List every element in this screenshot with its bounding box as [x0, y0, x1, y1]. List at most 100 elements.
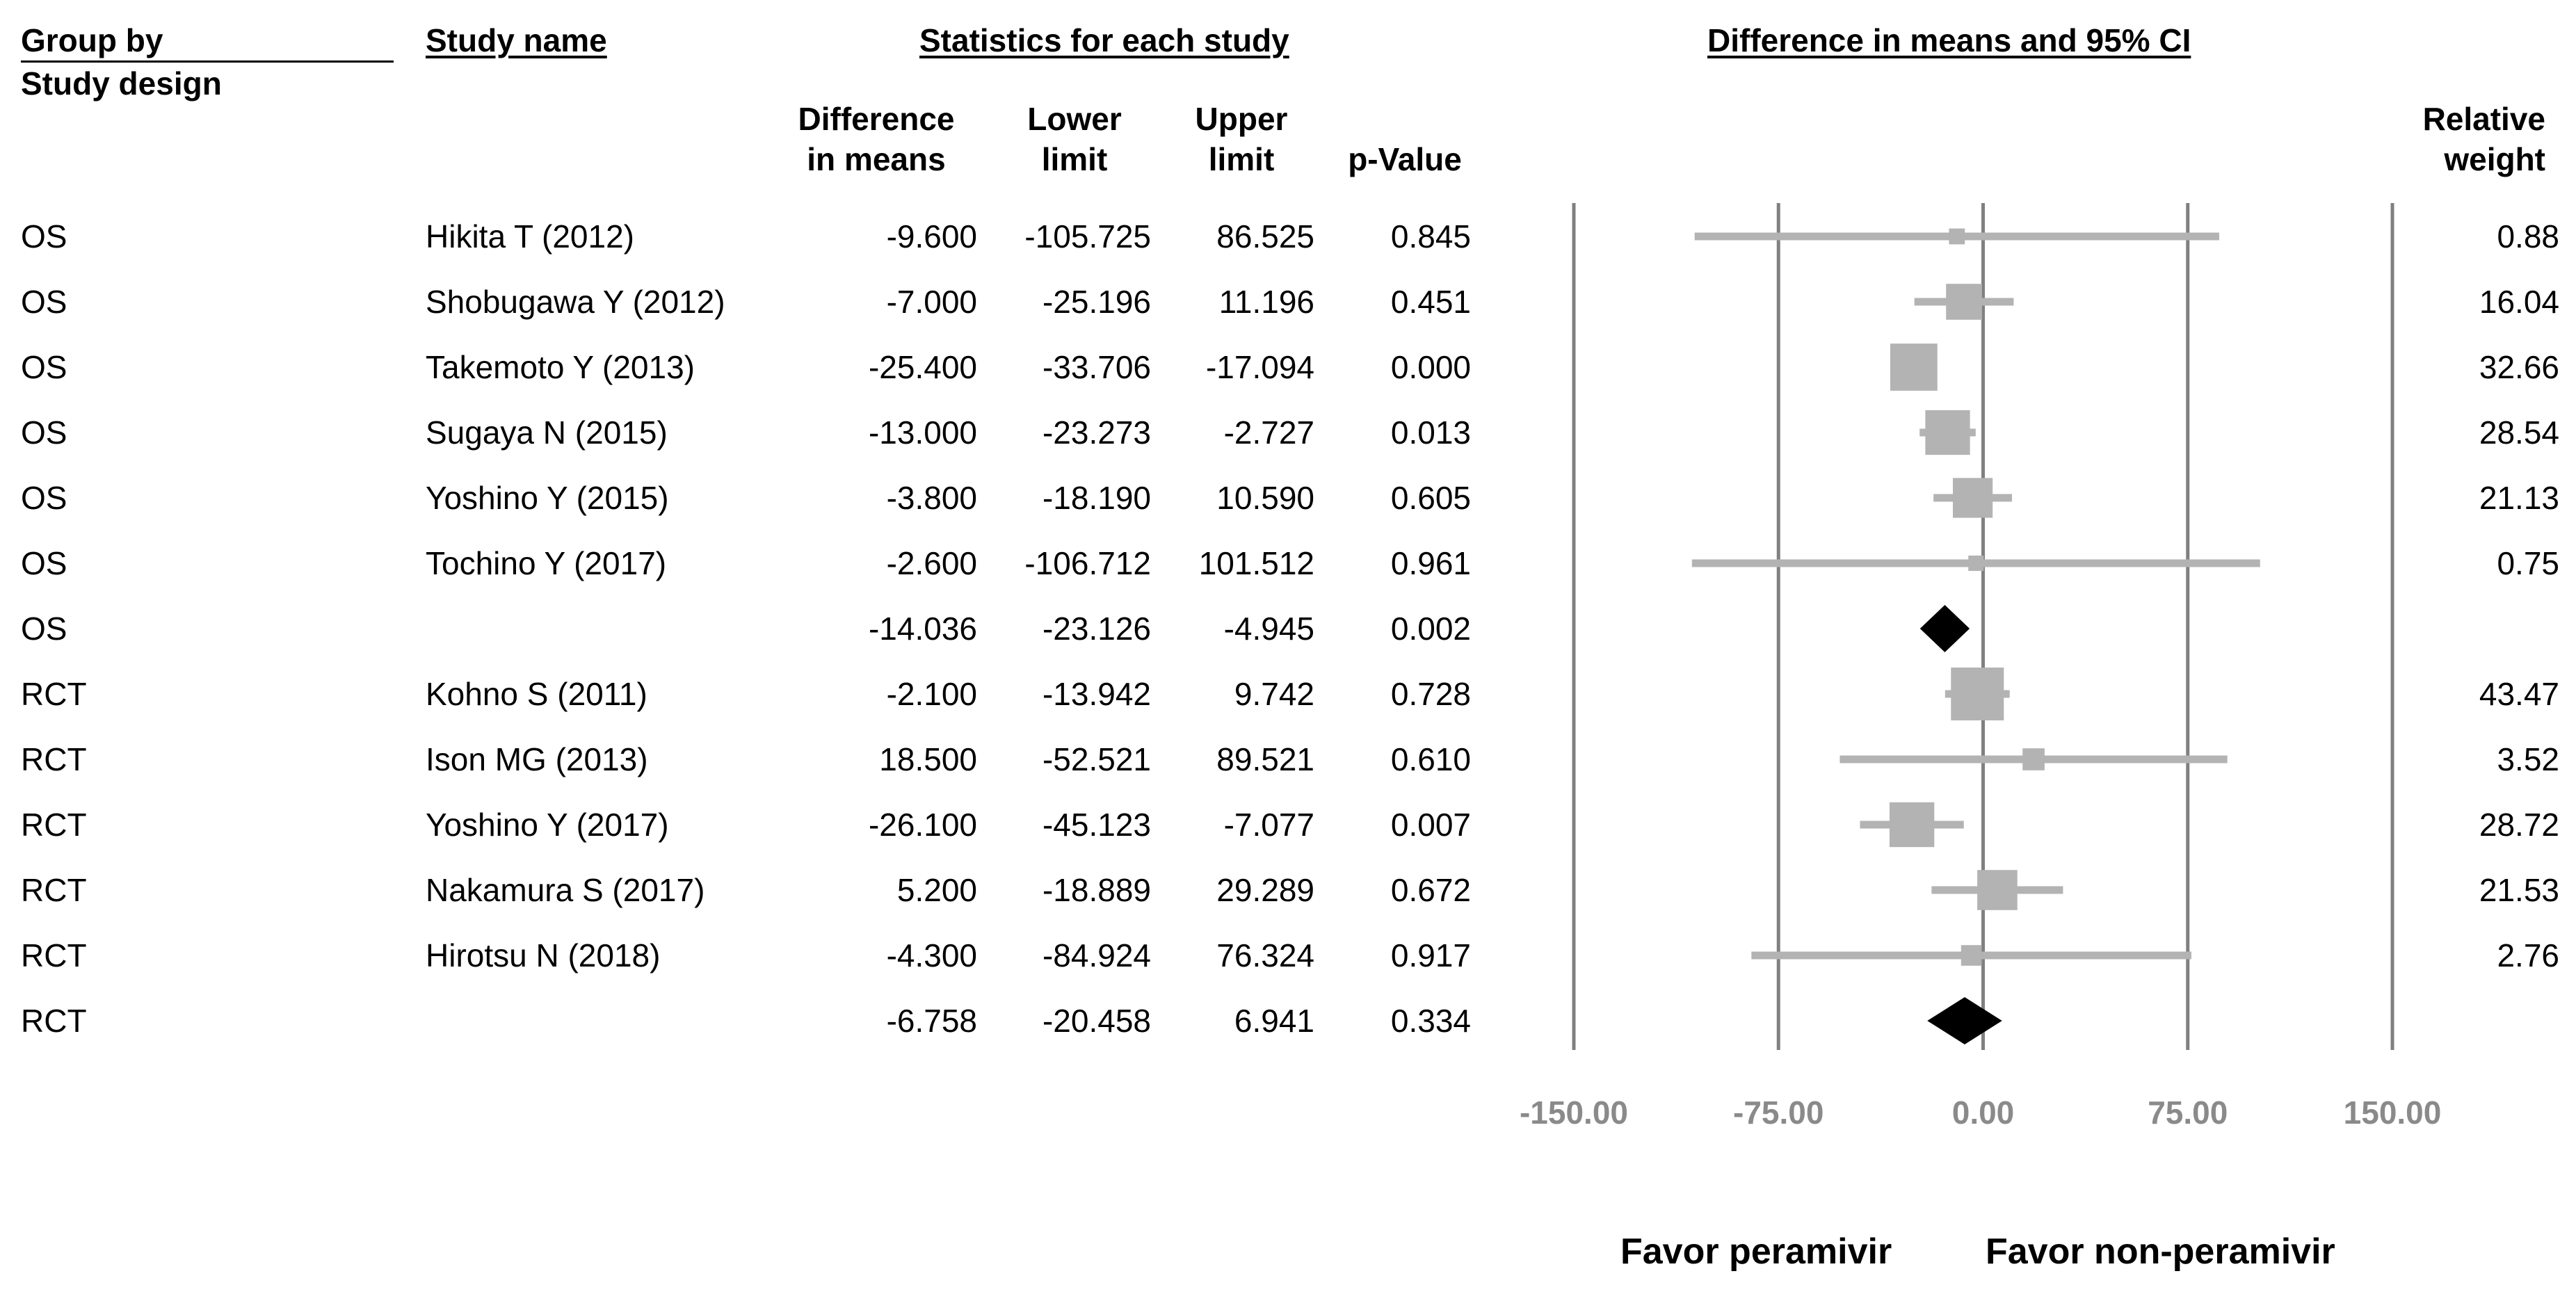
row-diff: -2.100 — [886, 676, 977, 712]
row-diff: -4.300 — [886, 937, 977, 973]
col-header-lower-1: Lower — [1027, 101, 1122, 137]
row-weight: 3.52 — [2497, 741, 2559, 777]
col-header-lower-2: limit — [1041, 141, 1108, 177]
row-group: OS — [21, 414, 67, 451]
row-p-value: 0.451 — [1390, 284, 1471, 320]
row-weight: 16.04 — [2479, 284, 2559, 320]
row-lower: -84.924 — [1042, 937, 1151, 973]
row-study-name: Hikita T (2012) — [426, 218, 634, 254]
favor-left-label: Favor peramivir — [1620, 1231, 1892, 1272]
row-group: OS — [21, 545, 67, 581]
row-study-name: Nakamura S (2017) — [426, 872, 705, 908]
row-diff: -3.800 — [886, 480, 977, 516]
row-weight: 0.88 — [2497, 218, 2559, 254]
effect-square — [1946, 284, 1982, 320]
row-study-name: Yoshino Y (2015) — [426, 480, 669, 516]
row-upper: 6.941 — [1234, 1003, 1314, 1039]
row-upper: 11.196 — [1218, 284, 1314, 320]
row-lower: -23.126 — [1042, 611, 1151, 647]
col-header-upper-2: limit — [1208, 141, 1275, 177]
row-p-value: 0.007 — [1390, 807, 1471, 843]
effect-square — [1925, 410, 1970, 455]
row-group: OS — [21, 218, 67, 254]
row-weight: 21.13 — [2479, 480, 2559, 516]
row-study-name: Yoshino Y (2017) — [426, 807, 669, 843]
row-study-name: Ison MG (2013) — [426, 741, 648, 777]
row-weight: 32.66 — [2479, 349, 2559, 385]
row-group: RCT — [21, 741, 87, 777]
row-weight: 2.76 — [2497, 937, 2559, 973]
row-diff: -13.000 — [868, 414, 977, 451]
row-lower: -20.458 — [1042, 1003, 1151, 1039]
row-diff: 18.500 — [879, 741, 977, 777]
row-diff: -26.100 — [868, 807, 977, 843]
row-upper: 29.289 — [1216, 872, 1314, 908]
row-weight: 0.75 — [2497, 545, 2559, 581]
row-diff: -25.400 — [868, 349, 977, 385]
favor-right-label: Favor non-peramivir — [1986, 1231, 2335, 1272]
row-diff: 5.200 — [896, 872, 977, 908]
effect-square — [1949, 228, 1965, 245]
row-lower: -45.123 — [1042, 807, 1151, 843]
effect-square — [1977, 870, 2018, 910]
row-p-value: 0.000 — [1390, 349, 1471, 385]
row-weight: 28.72 — [2479, 807, 2559, 843]
row-lower: -52.521 — [1042, 741, 1151, 777]
header-group-rule — [21, 60, 394, 63]
row-group: OS — [21, 284, 67, 320]
row-study-name: Shobugawa Y (2012) — [426, 284, 725, 320]
row-upper: 101.512 — [1198, 545, 1314, 581]
effect-square — [2022, 748, 2045, 770]
row-diff: -2.600 — [886, 545, 977, 581]
row-group: RCT — [21, 872, 87, 908]
row-weight: 28.54 — [2479, 414, 2559, 451]
row-study-name: Sugaya N (2015) — [426, 414, 668, 451]
header-plot-title: Difference in means and 95% CI — [1707, 22, 2191, 58]
effect-square — [1890, 344, 1938, 391]
row-p-value: 0.002 — [1390, 611, 1471, 647]
col-header-upper-1: Upper — [1195, 101, 1288, 137]
row-group: RCT — [21, 676, 87, 712]
row-upper: -17.094 — [1205, 349, 1314, 385]
header-stats-title: Statistics for each study — [919, 22, 1289, 58]
row-p-value: 0.605 — [1390, 480, 1471, 516]
row-group: RCT — [21, 937, 87, 973]
header-group-by-sub: Study design — [21, 65, 222, 102]
row-group: OS — [21, 480, 67, 516]
row-lower: -106.712 — [1024, 545, 1151, 581]
row-lower: -13.942 — [1042, 676, 1151, 712]
row-lower: -23.273 — [1042, 414, 1151, 451]
effect-square — [1951, 668, 2004, 720]
row-lower: -105.725 — [1024, 218, 1151, 254]
row-diff: -14.036 — [868, 611, 977, 647]
row-lower: -18.190 — [1042, 480, 1151, 516]
row-p-value: 0.961 — [1390, 545, 1471, 581]
effect-square — [1961, 945, 1982, 966]
row-p-value: 0.917 — [1390, 937, 1471, 973]
row-upper: -4.945 — [1223, 611, 1314, 647]
row-study-name: Takemoto Y (2013) — [426, 349, 695, 385]
row-study-name: Tochino Y (2017) — [426, 545, 667, 581]
row-weight: 21.53 — [2479, 872, 2559, 908]
header-group-by: Group by — [21, 22, 163, 58]
effect-square — [1889, 802, 1935, 848]
col-header-weight-2: weight — [2444, 141, 2545, 177]
row-upper: 76.324 — [1216, 937, 1314, 973]
row-upper: 89.521 — [1216, 741, 1314, 777]
row-weight: 43.47 — [2479, 676, 2559, 712]
row-group: RCT — [21, 807, 87, 843]
row-p-value: 0.013 — [1390, 414, 1471, 451]
x-tick-label: 150.00 — [2343, 1094, 2442, 1131]
row-p-value: 0.610 — [1390, 741, 1471, 777]
row-upper: 9.742 — [1234, 676, 1314, 712]
x-tick-label: -75.00 — [1733, 1094, 1824, 1131]
row-upper: -7.077 — [1223, 807, 1314, 843]
row-p-value: 0.334 — [1390, 1003, 1471, 1039]
col-header-weight-1: Relative — [2422, 101, 2545, 137]
row-upper: 86.525 — [1216, 218, 1314, 254]
row-group: OS — [21, 611, 67, 647]
x-tick-label: 75.00 — [2148, 1094, 2228, 1131]
row-p-value: 0.845 — [1390, 218, 1471, 254]
